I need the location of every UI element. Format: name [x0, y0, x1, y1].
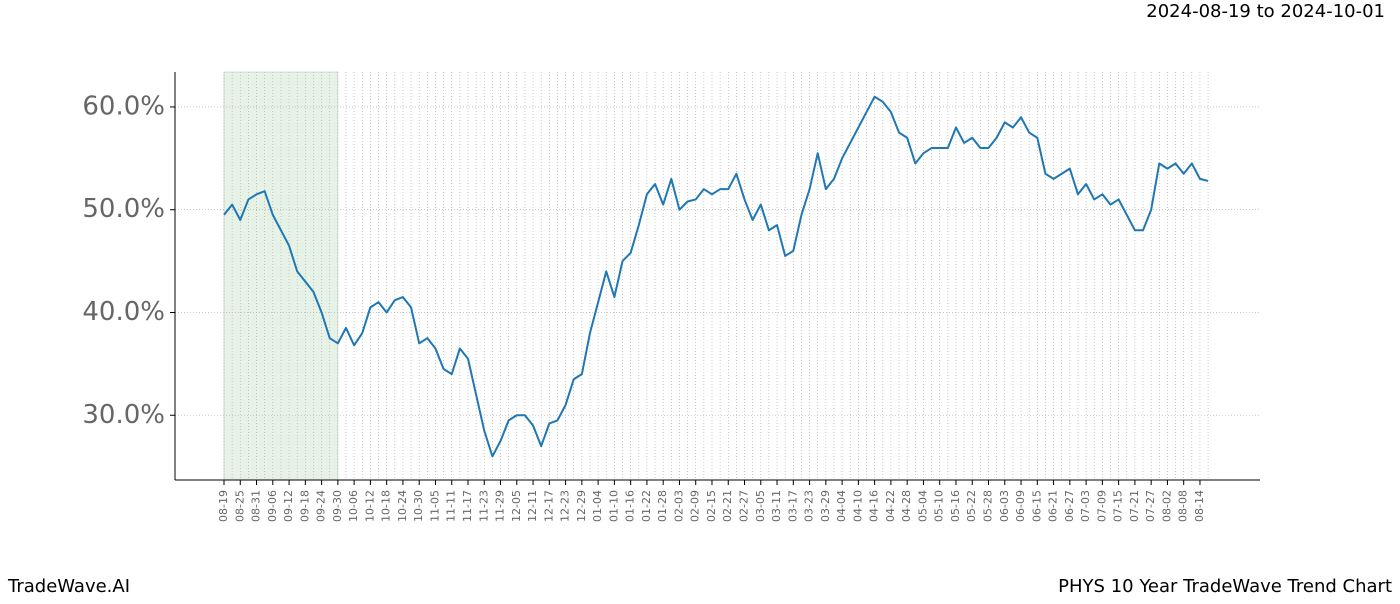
x-tick-label: 08-31: [250, 490, 263, 522]
x-tick-label: 03-23: [803, 490, 816, 522]
x-tick-label: 04-16: [868, 490, 881, 522]
x-tick-label: 02-27: [738, 490, 751, 522]
x-tick-label: 04-28: [900, 490, 913, 522]
x-tick-label: 01-04: [591, 490, 604, 522]
x-tick-label: 01-10: [607, 490, 620, 522]
x-tick-label: 06-09: [1014, 490, 1027, 522]
y-tick-label: 60.0%: [82, 91, 165, 121]
x-tick-label: 12-11: [526, 490, 539, 522]
x-tick-label: 03-05: [754, 490, 767, 522]
x-tick-label: 02-03: [672, 490, 685, 522]
x-tick-label: 09-30: [331, 490, 344, 522]
footer-right: PHYS 10 Year TradeWave Trend Chart: [1058, 576, 1392, 597]
subtitle: 2024-08-19 to 2024-10-01: [1146, 1, 1385, 22]
y-tick-label: 30.0%: [82, 400, 165, 430]
x-tick-label: 09-06: [266, 490, 279, 522]
x-tick-label: 05-04: [916, 490, 929, 522]
x-tick-label: 11-29: [494, 490, 507, 522]
x-tick-label: 02-15: [705, 490, 718, 522]
x-tick-label: 05-16: [949, 490, 962, 522]
x-tick-label: 01-22: [640, 490, 653, 522]
x-tick-label: 10-12: [363, 490, 376, 522]
x-tick-label: 08-19: [217, 490, 230, 522]
x-tick-label: 06-15: [1030, 490, 1043, 522]
x-tick-label: 03-17: [786, 490, 799, 522]
x-tick-label: 12-05: [510, 490, 523, 522]
x-tick-label: 04-04: [835, 490, 848, 522]
trend-line: [223, 95, 1209, 458]
x-tick-label: 06-03: [998, 490, 1011, 522]
x-tick-label: 04-22: [884, 490, 897, 522]
x-tick-label: 06-27: [1063, 490, 1076, 522]
x-tick-label: 11-11: [445, 490, 458, 522]
x-tick-label: 08-02: [1160, 490, 1173, 522]
x-tick-label: 12-23: [559, 490, 572, 522]
x-tick-label: 07-27: [1144, 490, 1157, 522]
x-tick-label: 09-24: [315, 490, 328, 522]
x-tick-label: 03-11: [770, 490, 783, 522]
y-tick-label: 50.0%: [82, 194, 165, 224]
x-tick-label: 05-10: [933, 490, 946, 522]
x-tick-label: 07-03: [1079, 490, 1092, 522]
x-tick-label: 08-08: [1177, 490, 1190, 522]
x-tick-label: 11-17: [461, 490, 474, 522]
x-tick-label: 10-30: [412, 490, 425, 522]
x-tick-label: 08-25: [233, 490, 246, 522]
x-tick-label: 02-09: [689, 490, 702, 522]
x-tick-label: 07-15: [1112, 490, 1125, 522]
x-tick-label: 01-16: [624, 490, 637, 522]
x-tick-label: 12-29: [575, 490, 588, 522]
x-tick-label: 02-21: [721, 490, 734, 522]
x-tick-label: 05-28: [982, 490, 995, 522]
x-tick-label: 04-10: [851, 490, 864, 522]
x-tick-label: 07-21: [1128, 490, 1141, 522]
footer-left: TradeWave.AI: [7, 576, 130, 597]
x-tick-label: 12-17: [542, 490, 555, 522]
x-tick-label: 10-24: [396, 490, 409, 522]
x-tick-label: 08-14: [1193, 490, 1206, 522]
x-tick-label: 01-28: [656, 490, 669, 522]
x-tick-label: 03-29: [819, 490, 832, 522]
x-tick-label: 06-21: [1047, 490, 1060, 522]
x-tick-label: 11-23: [477, 490, 490, 522]
x-tick-label: 09-18: [298, 490, 311, 522]
x-tick-label: 05-22: [965, 490, 978, 522]
x-tick-label: 10-06: [347, 490, 360, 522]
x-tick-label: 09-12: [282, 490, 295, 522]
y-tick-label: 40.0%: [82, 297, 165, 327]
x-tick-label: 10-18: [380, 490, 393, 522]
x-tick-label: 11-05: [428, 490, 441, 522]
x-tick-label: 07-09: [1095, 490, 1108, 522]
